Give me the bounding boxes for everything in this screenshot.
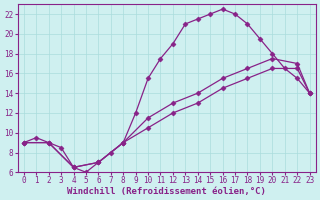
X-axis label: Windchill (Refroidissement éolien,°C): Windchill (Refroidissement éolien,°C) [67, 187, 266, 196]
